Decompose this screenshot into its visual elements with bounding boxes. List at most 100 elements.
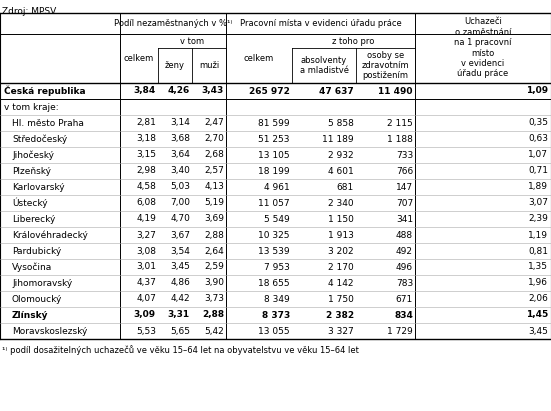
Text: 2,88: 2,88 [202, 310, 224, 319]
Text: 4,07: 4,07 [136, 295, 156, 303]
Text: 0,71: 0,71 [528, 166, 548, 175]
Text: Olomoucký: Olomoucký [12, 295, 62, 303]
Text: 3,67: 3,67 [170, 231, 190, 240]
Text: 1 188: 1 188 [387, 134, 413, 143]
Text: absolventy
a mladistvé: absolventy a mladistvé [300, 56, 348, 75]
Text: 2 932: 2 932 [328, 150, 354, 159]
Text: 681: 681 [337, 182, 354, 192]
Text: Liberecký: Liberecký [12, 215, 55, 224]
Text: Vysočina: Vysočina [12, 262, 52, 272]
Text: 3,84: 3,84 [134, 86, 156, 95]
Text: 834: 834 [394, 310, 413, 319]
Text: 3 327: 3 327 [328, 326, 354, 335]
Text: Jihočeský: Jihočeský [12, 150, 54, 160]
Text: 3,07: 3,07 [528, 199, 548, 208]
Text: 2,59: 2,59 [204, 263, 224, 272]
Text: 5,42: 5,42 [204, 326, 224, 335]
Text: 8 349: 8 349 [264, 295, 290, 303]
Text: 2,06: 2,06 [528, 295, 548, 303]
Text: 4,37: 4,37 [136, 279, 156, 288]
Text: 2,47: 2,47 [204, 118, 224, 127]
Text: 4,19: 4,19 [136, 215, 156, 224]
Text: 13 055: 13 055 [258, 326, 290, 335]
Text: z toho pro: z toho pro [332, 37, 375, 46]
Text: 488: 488 [396, 231, 413, 240]
Text: 3,40: 3,40 [170, 166, 190, 175]
Text: 3,43: 3,43 [202, 86, 224, 95]
Text: 2 115: 2 115 [387, 118, 413, 127]
Text: Středočeský: Středočeský [12, 134, 67, 144]
Text: 5,53: 5,53 [136, 326, 156, 335]
Text: 2,70: 2,70 [204, 134, 224, 143]
Text: 5,19: 5,19 [204, 199, 224, 208]
Text: ¹⁾ podíl dosažitelných uchazečů ve věku 15–64 let na obyvatelstvu ve věku 15–64 : ¹⁾ podíl dosažitelných uchazečů ve věku … [2, 345, 359, 355]
Text: Karlovarský: Karlovarský [12, 182, 64, 192]
Text: 3,45: 3,45 [170, 263, 190, 272]
Text: 1,35: 1,35 [528, 263, 548, 272]
Text: 6,08: 6,08 [136, 199, 156, 208]
Text: 1,19: 1,19 [528, 231, 548, 240]
Text: 2,98: 2,98 [136, 166, 156, 175]
Text: 3,45: 3,45 [528, 326, 548, 335]
Text: 7 953: 7 953 [264, 263, 290, 272]
Text: 3 202: 3 202 [328, 247, 354, 256]
Text: v tom: v tom [180, 37, 204, 46]
Text: 2,57: 2,57 [204, 166, 224, 175]
Text: 4,42: 4,42 [170, 295, 190, 303]
Text: v tom kraje:: v tom kraje: [4, 102, 58, 111]
Text: 4 142: 4 142 [328, 279, 354, 288]
Text: 47 637: 47 637 [319, 86, 354, 95]
Text: 13 105: 13 105 [258, 150, 290, 159]
Text: 4,26: 4,26 [168, 86, 190, 95]
Text: 3,27: 3,27 [136, 231, 156, 240]
Text: 5,03: 5,03 [170, 182, 190, 192]
Text: 8 373: 8 373 [262, 310, 290, 319]
Text: Královéhradecký: Královéhradecký [12, 230, 88, 240]
Text: 3,31: 3,31 [168, 310, 190, 319]
Text: 0,63: 0,63 [528, 134, 548, 143]
Text: 4,86: 4,86 [170, 279, 190, 288]
Text: celkem: celkem [244, 54, 274, 63]
Text: 3,54: 3,54 [170, 247, 190, 256]
Text: 11 189: 11 189 [322, 134, 354, 143]
Text: Ústecký: Ústecký [12, 198, 47, 208]
Text: Zlínský: Zlínský [12, 310, 48, 319]
Text: 4 601: 4 601 [328, 166, 354, 175]
Text: 3,08: 3,08 [136, 247, 156, 256]
Text: 496: 496 [396, 263, 413, 272]
Text: 3,69: 3,69 [204, 215, 224, 224]
Text: 18 655: 18 655 [258, 279, 290, 288]
Text: 4 961: 4 961 [264, 182, 290, 192]
Text: 3,01: 3,01 [136, 263, 156, 272]
Text: 1 729: 1 729 [387, 326, 413, 335]
Text: 766: 766 [396, 166, 413, 175]
Text: 265 972: 265 972 [249, 86, 290, 95]
Text: Plzeňský: Plzeňský [12, 166, 51, 175]
Text: 147: 147 [396, 182, 413, 192]
Text: 3,09: 3,09 [134, 310, 156, 319]
Text: muži: muži [199, 61, 219, 70]
Text: 11 057: 11 057 [258, 199, 290, 208]
Text: celkem: celkem [124, 54, 154, 63]
Text: Pracovní místa v evidenci úřadu práce: Pracovní místa v evidenci úřadu práce [240, 19, 401, 28]
Text: 5,65: 5,65 [170, 326, 190, 335]
Text: 3,90: 3,90 [204, 279, 224, 288]
Text: 2,68: 2,68 [204, 150, 224, 159]
Text: 2 340: 2 340 [328, 199, 354, 208]
Text: 3,15: 3,15 [136, 150, 156, 159]
Text: 707: 707 [396, 199, 413, 208]
Text: 7,00: 7,00 [170, 199, 190, 208]
Text: 2,88: 2,88 [204, 231, 224, 240]
Text: 5 549: 5 549 [264, 215, 290, 224]
Text: 733: 733 [396, 150, 413, 159]
Text: 11 490: 11 490 [379, 86, 413, 95]
Text: 4,13: 4,13 [204, 182, 224, 192]
Text: 3,68: 3,68 [170, 134, 190, 143]
Text: 1 750: 1 750 [328, 295, 354, 303]
Text: 783: 783 [396, 279, 413, 288]
Text: 3,73: 3,73 [204, 295, 224, 303]
Text: ženy: ženy [165, 61, 185, 70]
Text: 51 253: 51 253 [258, 134, 290, 143]
Text: 3,14: 3,14 [170, 118, 190, 127]
Text: 18 199: 18 199 [258, 166, 290, 175]
